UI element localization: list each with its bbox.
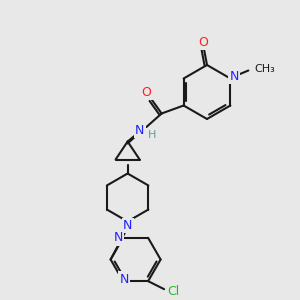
Text: N: N <box>119 273 129 286</box>
Text: H: H <box>147 130 156 140</box>
Text: N: N <box>230 70 239 83</box>
Text: O: O <box>142 86 152 99</box>
Text: N: N <box>135 124 144 137</box>
Text: N: N <box>123 219 132 232</box>
Text: O: O <box>198 35 208 49</box>
Text: Cl: Cl <box>167 285 179 298</box>
Text: N: N <box>113 231 123 244</box>
Text: CH₃: CH₃ <box>254 64 275 74</box>
